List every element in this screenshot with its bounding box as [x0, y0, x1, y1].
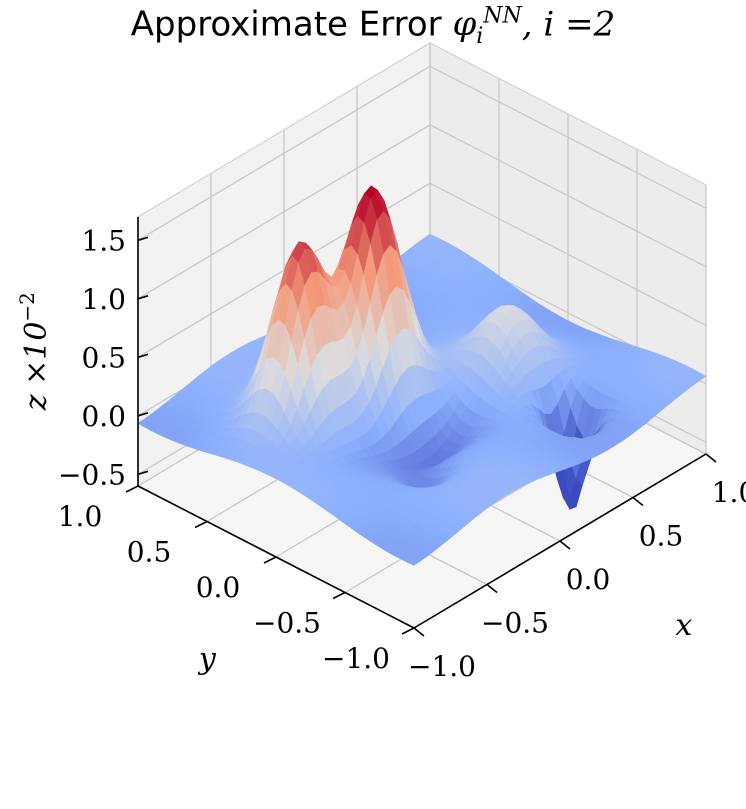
- tick-marks: −1.0−0.50.00.51.0−1.0−0.50.00.51.0−0.50.…: [58, 224, 746, 683]
- x-tick-label: 0.5: [639, 520, 684, 553]
- x-tick-label: 0.0: [566, 563, 611, 596]
- z-tick-label: 1.0: [81, 283, 126, 316]
- title-text: Approximate Error: [130, 4, 453, 45]
- y-tick: [125, 485, 139, 493]
- z-axis-label: z ×10−2: [15, 292, 54, 411]
- z-tick: [137, 353, 149, 359]
- x-axis-label: x: [675, 608, 692, 643]
- y-tick: [194, 520, 208, 529]
- y-axis-label: y: [197, 641, 217, 676]
- x-tick-label: −1.0: [408, 650, 476, 683]
- y-tick-label: 0.5: [127, 536, 172, 569]
- y-tick-label: 0.0: [196, 571, 241, 604]
- grid-line-wall-z: [429, 124, 707, 268]
- z-tick-label: 0.0: [81, 400, 126, 433]
- x-tick: [413, 627, 425, 637]
- z-tick: [137, 295, 149, 300]
- z-tick-label: 0.5: [81, 341, 126, 374]
- surface-patch: [407, 557, 422, 566]
- title-suffix: , i =2: [521, 4, 616, 45]
- y-tick: [263, 556, 277, 564]
- x-tick: [632, 496, 644, 507]
- grid-line-wall-z: [429, 65, 707, 209]
- y-tick-label: 1.0: [58, 500, 103, 533]
- y-tick: [401, 627, 415, 635]
- grid-line-wall-z: [137, 65, 431, 241]
- z-tick-label: −0.5: [58, 458, 126, 491]
- x-tick: [705, 453, 717, 463]
- y-tick-label: −0.5: [253, 607, 321, 640]
- x-tick: [486, 583, 498, 594]
- z-tick: [137, 236, 149, 242]
- x-tick-label: 1.0: [712, 476, 746, 509]
- x-tick-label: −0.5: [481, 607, 549, 640]
- title-symbol: φiNN: [452, 4, 522, 50]
- grid-line-wall-z: [137, 124, 431, 300]
- z-tick: [137, 412, 149, 417]
- z-tick-label: 1.5: [81, 224, 126, 257]
- axis-labels: x y z ×10−2: [15, 292, 692, 676]
- surface-plot: [137, 185, 707, 566]
- x-tick: [559, 540, 571, 550]
- y-tick: [332, 591, 346, 600]
- y-tick-label: −1.0: [322, 642, 390, 675]
- z-tick: [137, 470, 149, 476]
- chart-title: Approximate Error φiNN, i =2: [0, 4, 746, 49]
- grid-line-wall-z: [429, 182, 707, 326]
